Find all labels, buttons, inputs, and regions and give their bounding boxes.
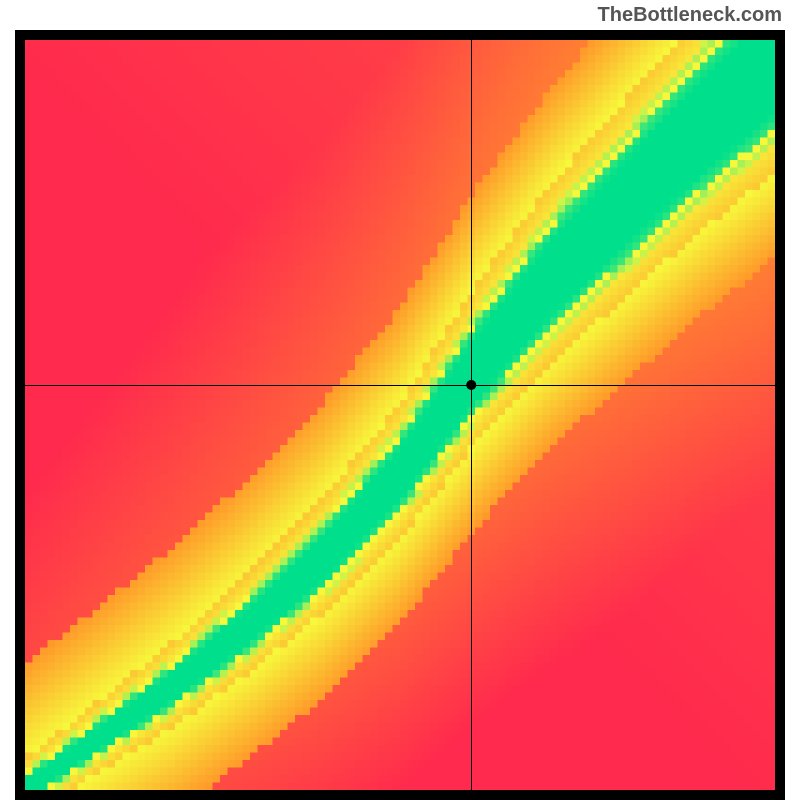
watermark-text: TheBottleneck.com: [598, 4, 782, 27]
chart-container: TheBottleneck.com: [0, 0, 800, 800]
crosshair-overlay: [15, 30, 785, 800]
plot-frame: [15, 30, 785, 800]
